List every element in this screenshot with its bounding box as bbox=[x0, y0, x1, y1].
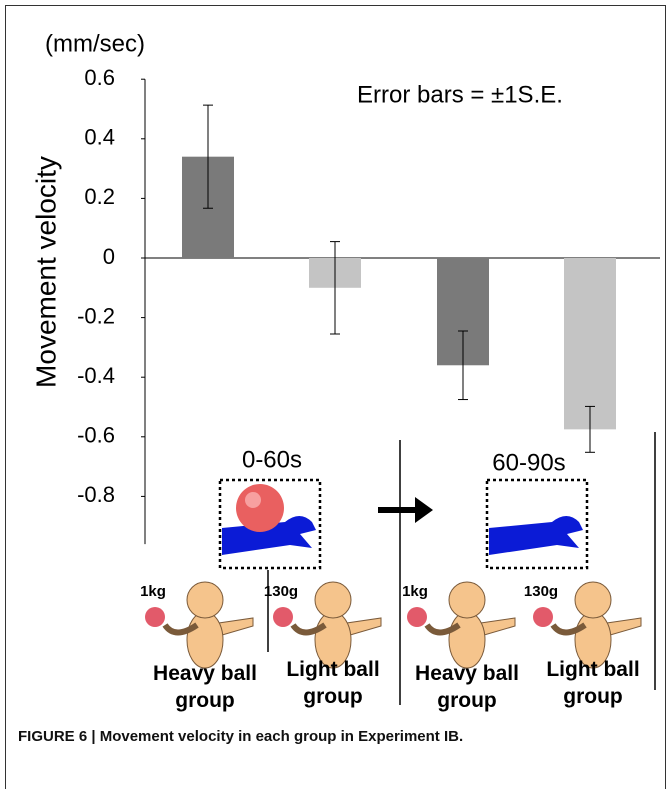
y-tick-label: 0.2 bbox=[84, 184, 115, 209]
head bbox=[574, 581, 612, 619]
category-label: Light ball group bbox=[286, 658, 380, 708]
y-tick-label: -0.8 bbox=[77, 482, 115, 507]
phase-label: 60-90s bbox=[492, 449, 565, 476]
head bbox=[314, 581, 352, 619]
caption: FIGURE 6 | Movement velocity in each gro… bbox=[18, 728, 464, 745]
category-label: Light ball group bbox=[546, 658, 640, 708]
y-unit: (mm/sec) bbox=[45, 30, 145, 57]
y-tick-label: -0.6 bbox=[77, 423, 115, 448]
illustration bbox=[218, 432, 656, 705]
head bbox=[186, 581, 224, 619]
weight-label: 1kg bbox=[140, 583, 166, 600]
frame bbox=[5, 5, 666, 789]
arm bbox=[550, 622, 587, 636]
y-axis-label: Movement velocity bbox=[30, 156, 61, 388]
arm bbox=[162, 622, 199, 636]
head bbox=[448, 581, 486, 619]
y-tick-label: 0 bbox=[103, 244, 115, 269]
y-tick-label: -0.2 bbox=[77, 303, 115, 328]
ball bbox=[273, 607, 293, 627]
y-tick-label: 0.6 bbox=[84, 65, 115, 90]
phase-label: 0-60s bbox=[242, 446, 302, 473]
y-tick-label: -0.4 bbox=[77, 363, 115, 388]
arm bbox=[290, 622, 327, 636]
y-tick-label: 0.4 bbox=[84, 125, 115, 150]
weight-label: 130g bbox=[524, 583, 558, 600]
ball bbox=[533, 607, 553, 627]
weight-label: 130g bbox=[264, 583, 298, 600]
ball bbox=[145, 607, 165, 627]
category-label: Heavy ball group bbox=[153, 662, 257, 712]
weight-label: 1kg bbox=[402, 583, 428, 600]
category-label: Heavy ball group bbox=[415, 662, 519, 712]
people: 1kg 130g 1kg 130g bbox=[140, 581, 642, 669]
bar bbox=[564, 258, 616, 430]
ball bbox=[407, 607, 427, 627]
annotation: Error bars = ±1S.E. bbox=[357, 81, 563, 108]
arm bbox=[424, 622, 461, 636]
